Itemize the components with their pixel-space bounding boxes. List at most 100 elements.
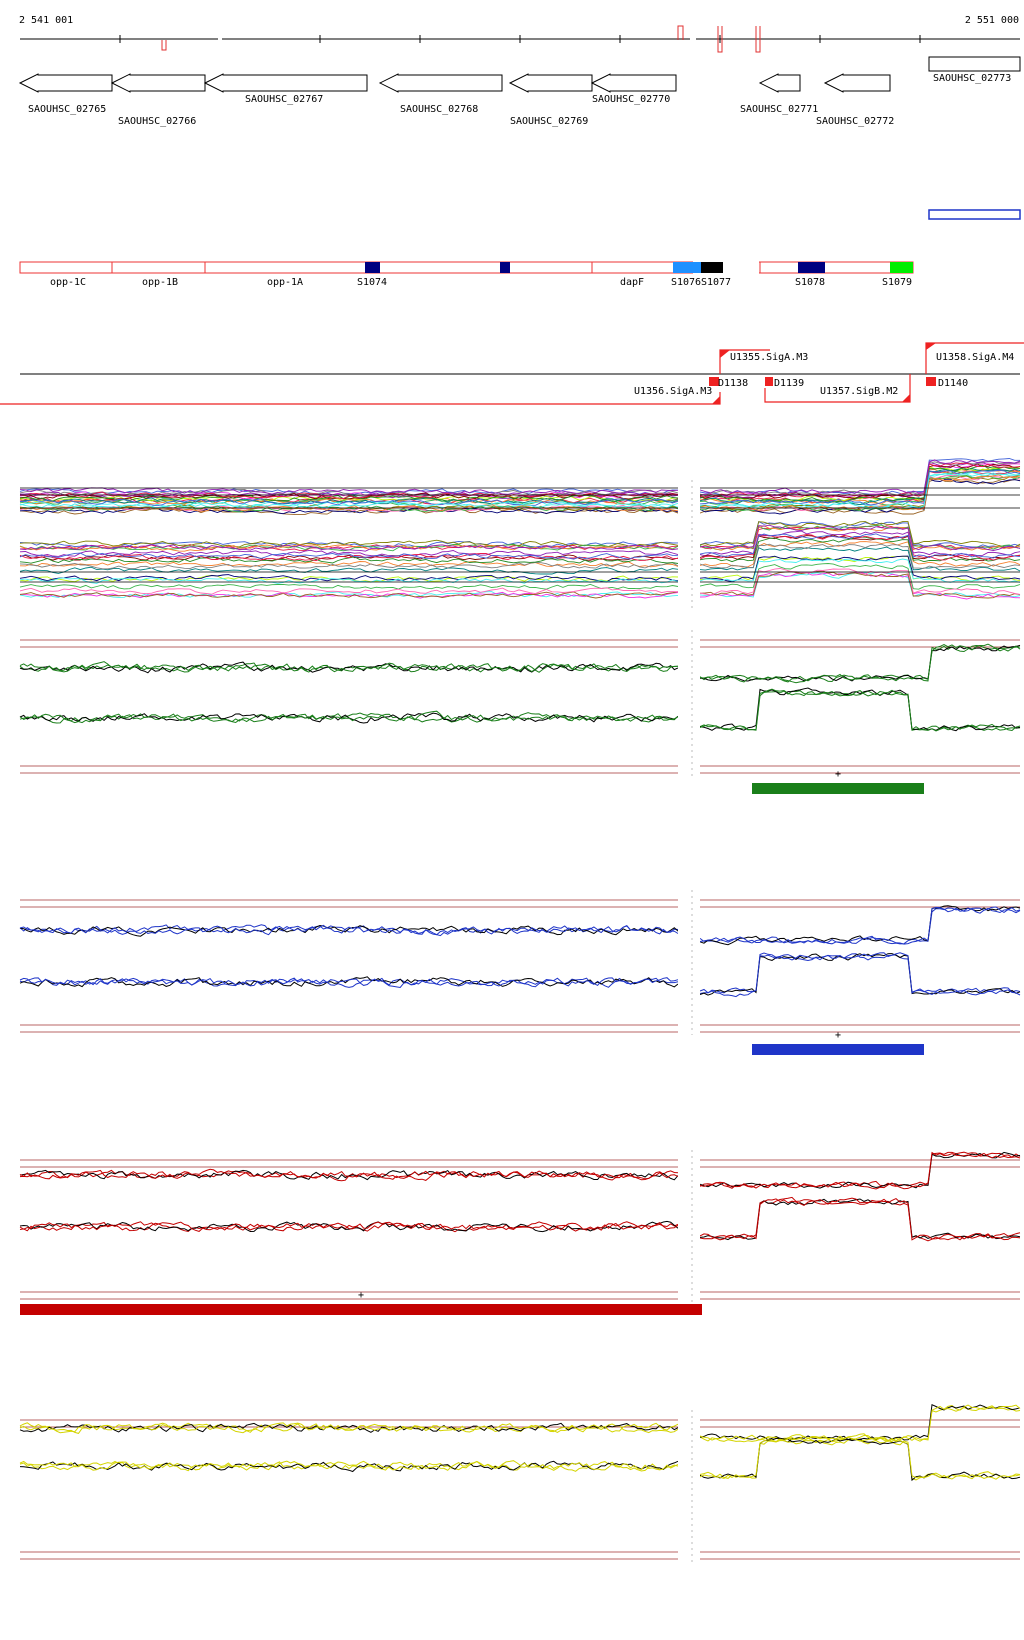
segment-label: opp-1B: [142, 277, 178, 288]
gene-label: SAOUHSC_02765: [28, 104, 106, 115]
ruler-mark: [717, 26, 723, 53]
expression-trace: [19, 1168, 679, 1180]
promoter-arrowhead: [902, 394, 910, 402]
ruler-gap: [218, 34, 222, 44]
expression-trace: [699, 563, 1021, 590]
promoter-arrowhead: [720, 350, 730, 358]
expression-trace: [699, 543, 1021, 569]
promoter-label: U1358.SigA.M4: [936, 352, 1014, 363]
expression-trace: [699, 1151, 1021, 1189]
expression-trace: [699, 468, 1021, 506]
panel-gap: [678, 1410, 700, 1562]
expression-trace: [699, 524, 1021, 551]
segment-label: opp-1C: [50, 277, 86, 288]
panel-gap: [678, 480, 700, 610]
expression-trace: [19, 566, 679, 575]
strand-bar: [752, 783, 924, 794]
gene-label: SAOUHSC_02772: [816, 116, 894, 127]
expression-trace: [699, 690, 1021, 731]
expression-trace: [699, 952, 1021, 998]
expression-trace: [699, 463, 1021, 500]
expression-trace: [699, 905, 1021, 946]
expression-trace: [699, 644, 1021, 683]
coordinate-ruler: 2 541 001 2 551 000: [19, 15, 1020, 53]
segment-label: S1074: [357, 277, 387, 288]
promoter-arrow: [764, 374, 911, 403]
expression-trace: [19, 549, 679, 557]
segment-track: opp-1C opp-1B opp-1A S1074 dapF S1076 S1077 S10…: [19, 260, 914, 288]
expression-trace: [699, 1404, 1021, 1443]
expression-trace: [699, 568, 1021, 596]
gene-label: SAOUHSC_02767: [245, 94, 323, 105]
expression-trace: [19, 552, 679, 560]
terminator-label: D1139: [774, 378, 804, 389]
expression-trace: [699, 1197, 1021, 1241]
expression-trace: [19, 561, 679, 570]
panel-gap: [678, 630, 700, 776]
expression-trace: [19, 504, 679, 512]
segment-block: [890, 262, 913, 273]
expression-trace: [19, 574, 679, 583]
gene-label: SAOUHSC_02773: [933, 73, 1011, 84]
expression-trace: [19, 661, 679, 674]
promoter-arrowhead: [712, 396, 720, 404]
ruler-gap: [690, 34, 696, 44]
blue-outline-region: [928, 209, 1021, 220]
expression-trace: [699, 687, 1021, 732]
promoter-arrowhead: [926, 343, 936, 350]
expression-trace: [19, 488, 679, 496]
gene-arrow: [590, 73, 677, 93]
expression-trace: [699, 534, 1021, 561]
gene-label: SAOUHSC_02771: [740, 104, 818, 115]
expression-trace: [19, 591, 679, 599]
expression-trace: [19, 1221, 679, 1233]
expression-trace: [19, 924, 679, 937]
expression-trace: [19, 1460, 679, 1472]
strand-bar: [20, 1304, 702, 1315]
segment-label: S1078: [795, 277, 825, 288]
gene-arrow: [508, 73, 593, 93]
segment-block: [365, 262, 380, 273]
gene-arrow: [378, 73, 503, 93]
expression-trace: [19, 924, 679, 936]
expression-trace: [699, 468, 1020, 505]
expression-trace: [19, 583, 679, 590]
strand-label: +: [835, 769, 841, 780]
terminator-mark: [709, 377, 719, 386]
expression-trace: [19, 587, 679, 595]
expression-trace: [699, 688, 1021, 732]
terminator-label: D1140: [938, 378, 968, 389]
gene-arrow: [758, 73, 801, 93]
expression-trace: [699, 474, 1021, 511]
expression-trace: [19, 1460, 679, 1473]
expression-trace: [699, 1196, 1021, 1242]
expression-trace: [19, 977, 679, 989]
expression-trace: [699, 1436, 1021, 1480]
expression-trace: [700, 644, 1021, 682]
strand-label: +: [358, 1290, 364, 1301]
expression-trace: [699, 1437, 1021, 1482]
panel-gap: [678, 1150, 700, 1302]
expression-trace: [19, 1169, 679, 1181]
segment-label: opp-1A: [267, 277, 303, 288]
expression-trace: [699, 643, 1021, 684]
expression-trace: [19, 1422, 679, 1434]
gene-label: SAOUHSC_02768: [400, 104, 478, 115]
segment-label: S1079: [882, 277, 912, 288]
expression-trace: [19, 487, 679, 495]
gene-box: [928, 56, 1021, 72]
segment-block: [500, 262, 510, 273]
expression-trace: [699, 541, 1021, 568]
expression-trace: [19, 577, 679, 584]
expression-trace: [699, 534, 1021, 562]
expression-trace: [699, 464, 1021, 503]
gene-arrow: [110, 73, 206, 93]
expression-trace: [699, 1438, 1021, 1481]
expression-trace: [19, 1221, 679, 1232]
expression-trace: [19, 1422, 679, 1433]
strand-label: +: [835, 1030, 841, 1041]
expression-trace: [699, 1198, 1021, 1241]
expression-trace: [19, 489, 679, 497]
segment-label: dapF: [620, 277, 644, 288]
